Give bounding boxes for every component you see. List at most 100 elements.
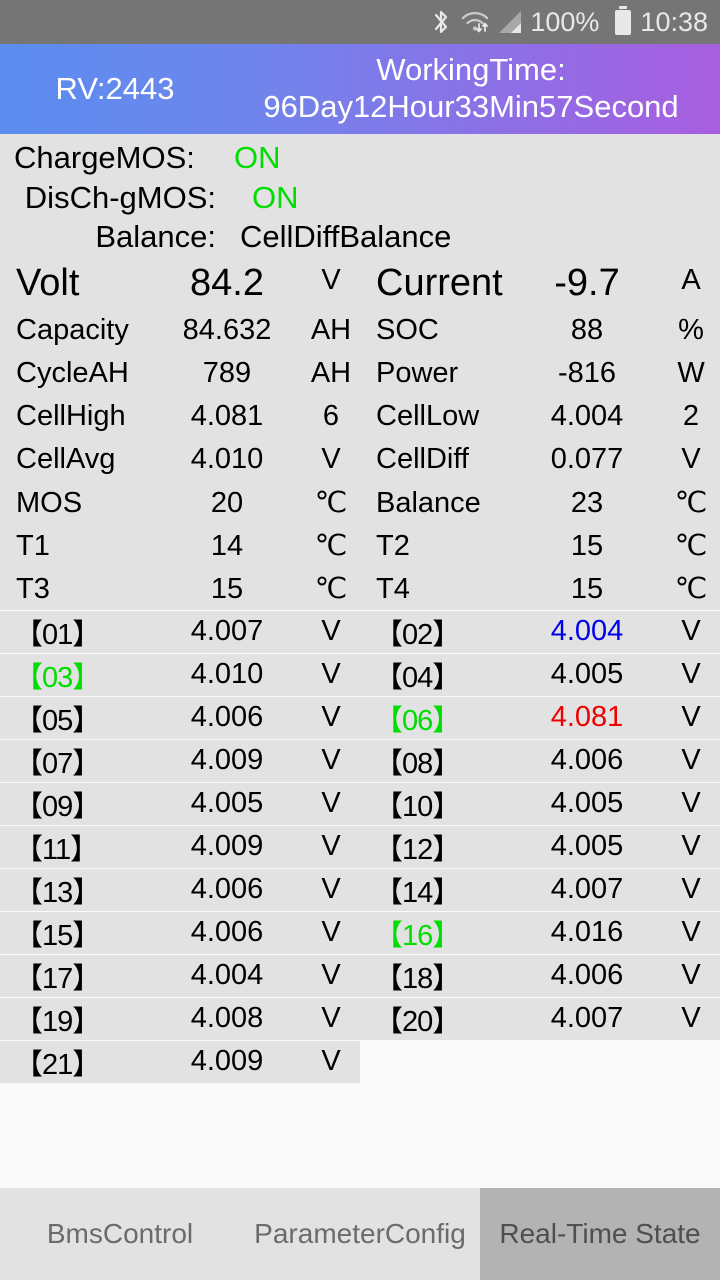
metric-label: Current [376,261,503,304]
metric-label: Capacity [16,314,129,347]
cell-slot: 【11】 4.009 V [0,825,360,868]
cell-voltage-unit: V [681,744,701,777]
cell-voltage-value: 4.007 [190,615,264,648]
cell-voltage-unit: V [681,959,701,992]
metric-row: CellAvg 4.010 V CellDiff 0.077 V [0,438,720,481]
cell-row: 【19】 4.008 V 【20】 4.007 V [0,997,720,1040]
metric-row: T1 14 ℃ T2 15 ℃ [0,524,720,567]
metric-cell-left: CellAvg 4.010 V [0,443,360,476]
metric-label: T3 [16,573,50,606]
cell-index-label: 【20】 [374,1005,461,1038]
cell-signal-icon [499,11,522,33]
cell-voltage-unit: V [681,658,701,691]
cell-row: 【11】 4.009 V 【12】 4.005 V [0,825,720,868]
cell-slot: 【03】 4.010 V [0,653,360,696]
cell-voltage-value: 4.005 [550,830,624,863]
metric-unit: W [677,357,705,390]
rv-label: RV:2443 [55,71,175,106]
metric-label: CellDiff [376,443,469,476]
cell-slot: 【09】 4.005 V [0,782,360,825]
metric-cell-right: CellDiff 0.077 V [360,443,720,476]
metric-label: CycleAH [16,357,129,390]
main-content[interactable]: ChargeMOS: ON DisCh-gMOS: ON Balance: Ce… [0,134,720,1188]
cell-index-label: 【17】 [14,962,101,995]
metric-row: T3 15 ℃ T4 15 ℃ [0,567,720,610]
metric-unit: ℃ [674,573,708,606]
cell-voltage-value: 4.007 [550,873,624,906]
balance-mode-row: Balance: CellDiffBalance [0,217,720,257]
cell-voltage-unit: V [321,830,341,863]
cell-voltage-value: 4.004 [190,959,264,992]
cell-voltage-value: 4.009 [190,744,264,777]
charge-mos-label: ChargeMOS: [14,140,195,175]
cell-voltage-value: 4.006 [190,701,264,734]
cell-voltage-value: 4.009 [190,1045,264,1078]
metric-cell-right: T2 15 ℃ [360,528,720,563]
cell-slot: 【10】 4.005 V [360,782,720,825]
metric-unit: AH [310,357,352,390]
cell-voltage-value: 4.006 [190,873,264,906]
metric-unit: % [678,314,704,347]
tab-parameterconfig[interactable]: ParameterConfig [240,1188,480,1280]
bottom-tab-bar[interactable]: BmsControl ParameterConfig Real-Time State [0,1188,720,1280]
metric-label: Balance [376,487,481,520]
metric-label: CellLow [376,400,480,433]
cell-index-label: 【06】 [374,704,461,737]
metrics-table: Volt 84.2 V Current -9.7 A Capacity 84.632 AH SOC… [0,257,720,611]
cell-voltage-value: 4.006 [190,916,264,949]
cell-row: 【03】 4.010 V 【04】 4.005 V [0,653,720,696]
tab-label: Real-Time State [499,1218,701,1249]
cell-index-label: 【02】 [374,618,461,651]
cell-row: 【09】 4.005 V 【10】 4.005 V [0,782,720,825]
tab-label: BmsControl [46,1218,194,1249]
metric-value: 4.004 [550,400,624,433]
working-time-block: WorkingTime: 96Day12Hour33Min57Second [230,52,720,125]
metric-unit: ℃ [314,530,348,563]
cell-slot: 【04】 4.005 V [360,653,720,696]
cell-voltage-unit: V [321,916,341,949]
cell-index-label: 【10】 [374,790,461,823]
metric-unit: V [681,443,701,476]
cell-row: 【15】 4.006 V 【16】 4.016 V [0,911,720,954]
metric-cell-right: Current -9.7 A [360,262,720,305]
cell-voltage-value: 4.081 [550,701,624,734]
metric-row: Capacity 84.632 AH SOC 88% [0,309,720,352]
cell-voltage-value: 4.005 [550,787,624,820]
cell-index-label: 【04】 [374,661,461,694]
wifi-icon [460,10,490,34]
cell-index-label: 【16】 [374,919,461,952]
cell-index-label: 【03】 [14,661,101,694]
cell-index-label: 【08】 [374,747,461,780]
metric-unit: ℃ [674,530,708,563]
metric-value: 14 [210,530,244,563]
metric-cell-left: Volt 84.2 V [0,262,360,305]
metric-label: T2 [376,530,410,563]
cell-index-label: 【11】 [14,833,99,866]
cell-row: 【05】 4.006 V 【06】 4.081 V [0,696,720,739]
metric-value: 84.2 [190,261,264,304]
metric-row: Volt 84.2 V Current -9.7 A [0,257,720,309]
tab-real-time-state[interactable]: Real-Time State [480,1188,720,1280]
cell-index-label: 【07】 [14,747,101,780]
cell-slot: 【02】 4.004 V [360,610,720,653]
battery-percent-label: 100% [530,6,600,37]
metric-value: 15 [570,530,604,563]
cell-voltage-unit: V [681,787,701,820]
metric-row: MOS 20 ℃ Balance 23 ℃ [0,481,720,524]
metric-value: 4.081 [190,400,264,433]
cell-voltage-value: 4.010 [190,658,264,691]
cell-index-label: 【09】 [14,790,101,823]
cell-voltage-unit: V [321,658,341,691]
metric-cell-left: T3 15 ℃ [0,571,360,606]
cell-voltage-unit: V [321,787,341,820]
tab-label: ParameterConfig [254,1218,466,1249]
metric-cell-left: CycleAH 789 AH [0,357,360,390]
cell-index-label: 【15】 [14,919,101,952]
cell-voltage-value: 4.005 [190,787,264,820]
tab-bmscontrol[interactable]: BmsControl [0,1188,240,1280]
metric-label: CellHigh [16,400,126,433]
cell-voltage-unit: V [681,873,701,906]
discharge-mos-row: DisCh-gMOS: ON [0,178,720,218]
cell-voltage-value: 4.007 [550,1002,624,1035]
